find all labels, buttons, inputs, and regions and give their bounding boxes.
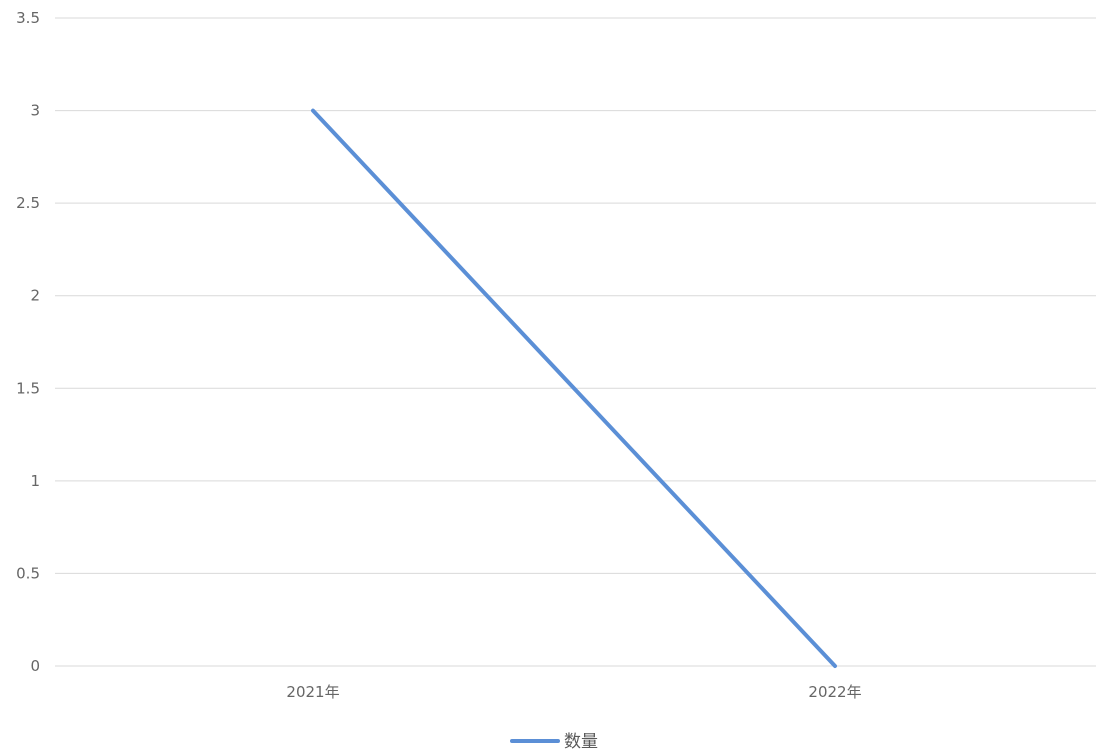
- x-tick-label: 2021年: [286, 683, 339, 701]
- series-lines: [311, 108, 837, 668]
- series-line-0: [311, 108, 837, 668]
- y-tick-label: 2.5: [16, 194, 40, 212]
- y-tick-label: 2: [30, 287, 40, 305]
- y-tick-label: 1.5: [16, 379, 40, 397]
- legend-label-series-0: 数量: [564, 732, 598, 751]
- y-tick-label: 0.5: [16, 564, 40, 582]
- y-tick-label: 0: [30, 657, 40, 675]
- x-tick-label: 2022年: [808, 683, 861, 701]
- y-axis-tick-labels: 0 0.5 1 1.5 2 2.5 3 3.5: [16, 9, 40, 675]
- y-tick-label: 3: [30, 102, 40, 120]
- y-tick-label: 1: [30, 472, 40, 490]
- y-tick-label: 3.5: [16, 9, 40, 27]
- legend[interactable]: 数量: [510, 732, 598, 751]
- x-axis-tick-labels: 2021年 2022年: [286, 683, 861, 701]
- gridlines: [55, 17, 1096, 667]
